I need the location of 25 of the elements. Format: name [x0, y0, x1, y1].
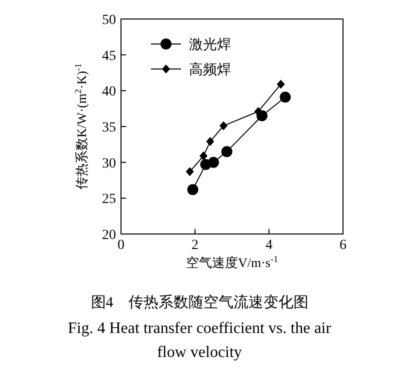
legend-label: 高频焊: [189, 62, 231, 78]
text: Fig. 4 Heat transfer coefficient vs. the air flow velocity: [68, 320, 332, 361]
point: [206, 137, 214, 146]
point: [186, 167, 194, 176]
y-tick-label: 45: [102, 48, 116, 64]
text: 图4 传热系数随空气流速变化图: [90, 294, 308, 311]
y-tick-label: 50: [102, 13, 116, 28]
point: [187, 184, 198, 196]
point: [208, 156, 219, 168]
y-tick-label: 20: [102, 228, 116, 243]
x-axis-title: 空气速度V/m·s$^{-1}$: [186, 254, 278, 270]
x-tick-label: 2: [192, 238, 198, 253]
legend-label: 激光焊: [189, 37, 231, 53]
y-tick-label: 35: [102, 120, 116, 136]
point: [221, 146, 232, 158]
y-tick-label: 25: [102, 192, 116, 208]
point: [280, 92, 291, 103]
y-tick-label: 30: [102, 156, 116, 172]
point: [276, 80, 285, 89]
x-tick-label: 4: [266, 238, 272, 253]
x-tick-label: 0: [118, 238, 124, 253]
point: [200, 151, 208, 160]
point: [219, 121, 228, 130]
x-tick-label: 6: [340, 238, 346, 253]
y-tick-label: 40: [102, 84, 116, 100]
